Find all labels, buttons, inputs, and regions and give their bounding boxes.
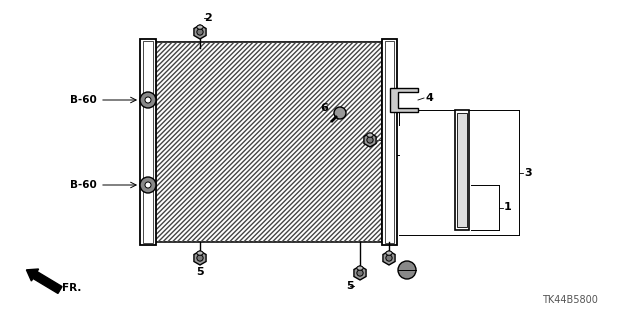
- Text: FR.: FR.: [62, 283, 81, 293]
- Circle shape: [398, 261, 416, 279]
- Bar: [155, 42, 382, 242]
- Polygon shape: [364, 133, 376, 147]
- Text: TK44B5800: TK44B5800: [542, 295, 598, 305]
- Text: B-60: B-60: [70, 180, 97, 190]
- Circle shape: [145, 97, 151, 103]
- Ellipse shape: [197, 251, 203, 255]
- Ellipse shape: [367, 133, 373, 137]
- Bar: [143, 41, 153, 243]
- Text: 2: 2: [384, 135, 392, 145]
- Bar: [455, 110, 469, 230]
- Text: 2: 2: [204, 13, 212, 23]
- Bar: [385, 41, 394, 243]
- Polygon shape: [194, 251, 206, 265]
- Text: 1: 1: [504, 203, 512, 212]
- Circle shape: [334, 107, 346, 119]
- Circle shape: [367, 137, 373, 143]
- Ellipse shape: [386, 251, 392, 255]
- Text: 3: 3: [524, 167, 532, 177]
- Circle shape: [197, 29, 203, 35]
- Bar: [140, 39, 156, 245]
- Text: 5: 5: [196, 267, 204, 277]
- Circle shape: [197, 255, 203, 261]
- Text: B-60: B-60: [70, 95, 97, 105]
- Circle shape: [140, 177, 156, 193]
- Bar: [155, 42, 382, 242]
- Polygon shape: [194, 25, 206, 39]
- Text: 6: 6: [320, 103, 328, 113]
- Ellipse shape: [197, 25, 203, 29]
- Circle shape: [357, 270, 363, 276]
- Text: 5: 5: [346, 281, 354, 291]
- Circle shape: [386, 255, 392, 261]
- Text: 4: 4: [425, 93, 433, 103]
- FancyArrow shape: [26, 269, 62, 293]
- Polygon shape: [383, 251, 395, 265]
- Polygon shape: [354, 266, 366, 280]
- Bar: [382, 39, 397, 245]
- Ellipse shape: [357, 266, 363, 270]
- Circle shape: [145, 182, 151, 188]
- Bar: [457, 113, 467, 227]
- Polygon shape: [390, 88, 418, 112]
- Circle shape: [140, 92, 156, 108]
